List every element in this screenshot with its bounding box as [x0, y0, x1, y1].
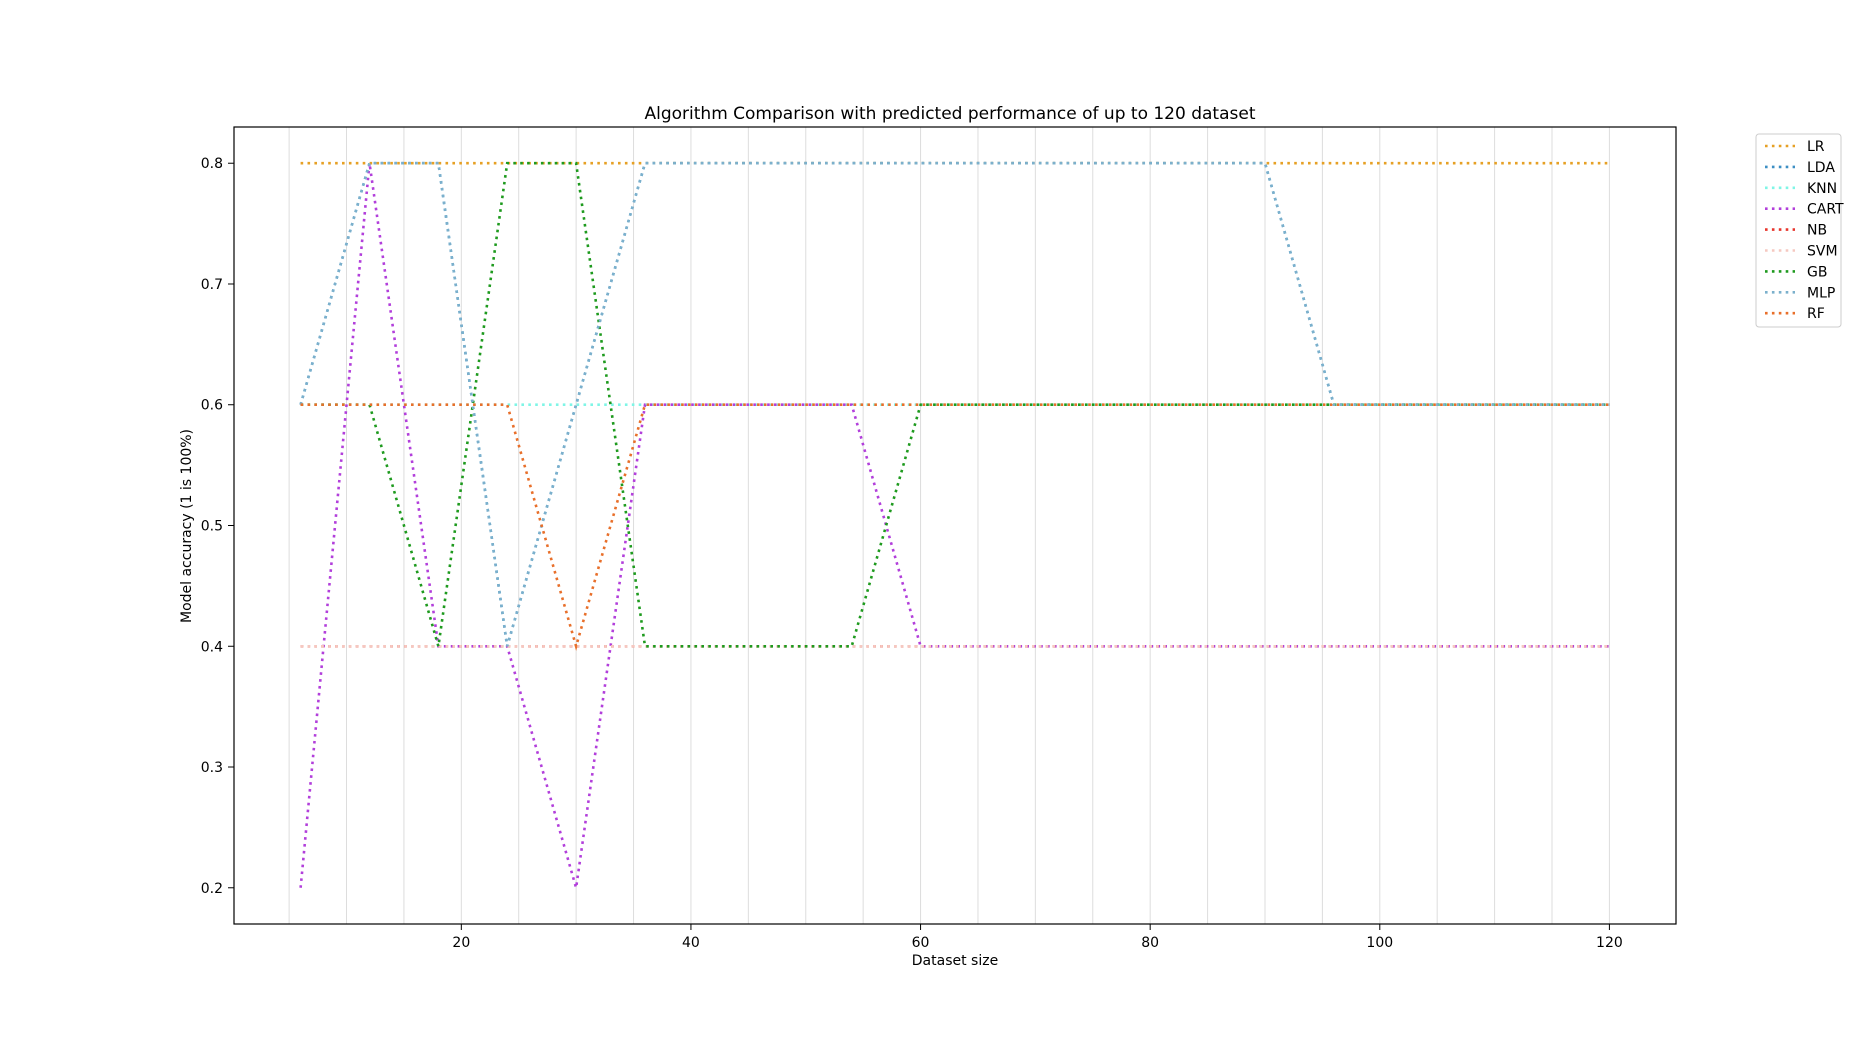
x-tick-label: 80 — [1141, 935, 1159, 951]
vertical-gridlines — [288, 127, 1610, 924]
x-tick-label: 100 — [1366, 935, 1393, 951]
legend-label-gb: GB — [1807, 264, 1827, 280]
y-tick-label: 0.2 — [201, 881, 223, 897]
x-axis-label: Dataset size — [912, 953, 998, 969]
y-axis-label: Model accuracy (1 is 100%) — [179, 429, 195, 623]
y-tick-label: 0.4 — [201, 639, 223, 655]
y-tick-label: 0.7 — [201, 277, 223, 293]
legend-label-nb: NB — [1807, 223, 1827, 239]
x-tick-label: 120 — [1596, 935, 1623, 951]
x-tick-label: 20 — [452, 935, 470, 951]
chart-title: Algorithm Comparison with predicted perf… — [645, 104, 1256, 124]
x-tick-label: 60 — [912, 935, 930, 951]
x-tick-label: 40 — [682, 935, 700, 951]
y-tick-label: 0.5 — [201, 519, 223, 535]
legend: LR LDA KNN CART NB SVM GB MLP RF — [1755, 133, 1844, 328]
legend-label-lda: LDA — [1807, 160, 1835, 176]
legend-box — [1755, 133, 1842, 328]
y-tick-label: 0.3 — [201, 760, 223, 776]
legend-label-cart: CART — [1807, 202, 1844, 218]
y-tick-label: 0.8 — [201, 156, 223, 172]
series-line-mlp — [299, 161, 1610, 647]
series-line-rf — [300, 403, 1610, 652]
legend-label-knn: KNN — [1807, 181, 1837, 197]
series-line-cart — [299, 163, 1610, 889]
x-axis: 20 40 60 80 100 120 — [452, 924, 1623, 951]
legend-label-rf: RF — [1807, 306, 1825, 322]
y-tick-label: 0.6 — [201, 398, 223, 414]
series-line-gb — [300, 161, 1610, 648]
legend-label-svm: SVM — [1807, 244, 1838, 260]
legend-label-mlp: MLP — [1807, 285, 1835, 301]
y-axis: 0.2 0.3 0.4 0.5 0.6 0.7 0.8 — [201, 156, 234, 897]
legend-label-lr: LR — [1807, 139, 1825, 155]
series-lines — [299, 161, 1610, 889]
